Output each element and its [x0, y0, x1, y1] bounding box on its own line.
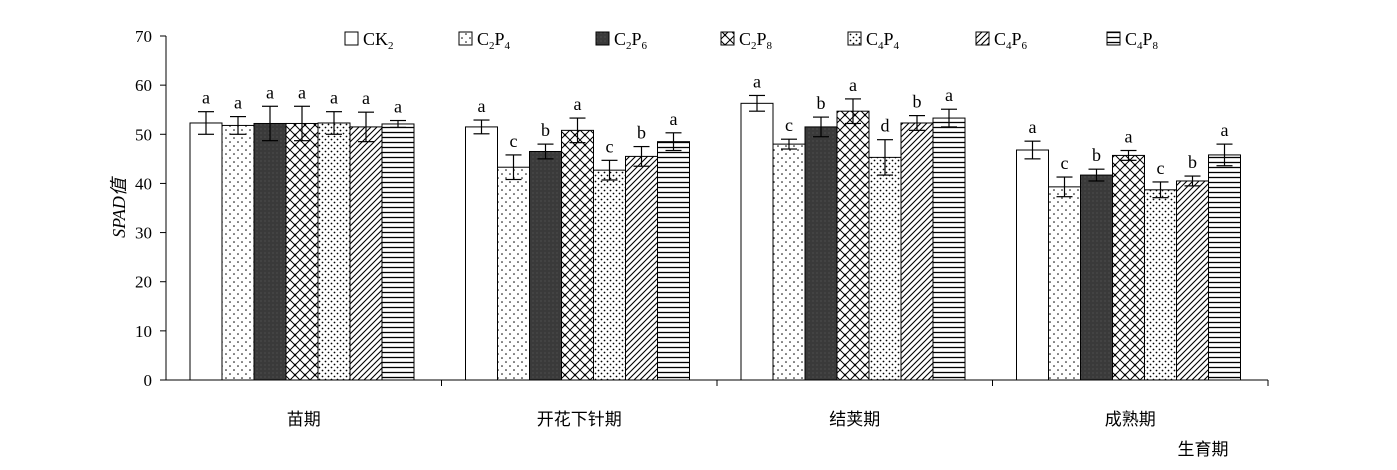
axes: 0 10 20 30 40 50 60 70 苗期 开花下针期 结荚期 成熟期	[135, 27, 1269, 430]
bar	[1112, 154, 1145, 381]
category-label: 开花下针期	[537, 410, 622, 430]
legend-swatch	[720, 31, 735, 46]
legend-label: C2P6	[614, 29, 648, 52]
significance-letter: c	[1061, 153, 1069, 173]
y-tick-label: 70	[135, 27, 152, 46]
significance-letter: b	[1188, 152, 1197, 172]
bar	[285, 122, 319, 381]
y-axis-label: SPAD值	[109, 175, 129, 238]
bar	[381, 123, 415, 381]
bars: a a a a a a a a c b a c b a a c b a d b a a c b a c b a	[189, 71, 1241, 381]
significance-letter: a	[266, 82, 274, 102]
legend-swatch	[344, 31, 359, 46]
bar	[529, 150, 562, 381]
y-tick-label: 10	[135, 322, 152, 341]
bar	[836, 110, 870, 381]
significance-letter: a	[1125, 127, 1133, 147]
legend-label: C2P4	[477, 29, 511, 52]
significance-letter: a	[1029, 117, 1037, 137]
bar	[1208, 154, 1241, 381]
significance-letter: a	[202, 88, 210, 108]
significance-letter: a	[234, 93, 242, 113]
legend-label: CK2	[363, 29, 394, 52]
y-tick-label: 20	[135, 273, 152, 292]
x-axis-label: 生育期	[1178, 440, 1229, 460]
legend-swatch	[595, 31, 610, 46]
legend-swatch	[1106, 31, 1121, 46]
bar	[740, 102, 774, 381]
bar	[593, 169, 626, 381]
legend: CK2 C2P4 C2P6 C2P8 C4P4 C4P6 C4P8	[344, 29, 1159, 52]
significance-letter: a	[753, 71, 761, 91]
y-tick-label: 30	[135, 224, 152, 243]
significance-letter: a	[574, 94, 582, 114]
significance-letter: c	[1157, 158, 1165, 178]
bar	[625, 155, 658, 381]
legend-swatch	[847, 31, 862, 46]
bar	[868, 156, 902, 381]
bar	[349, 126, 383, 381]
category-label: 成熟期	[1105, 409, 1156, 430]
bar	[772, 143, 806, 381]
significance-letter: a	[478, 96, 486, 116]
bar	[561, 129, 594, 381]
legend-label: C2P8	[739, 29, 773, 52]
legend-swatch	[975, 31, 990, 46]
significance-letter: a	[330, 88, 338, 108]
bar	[1176, 180, 1209, 381]
legend-label: C4P4	[866, 29, 900, 52]
bar	[1144, 189, 1177, 381]
y-tick-label: 0	[144, 371, 153, 390]
significance-letter: c	[785, 115, 793, 135]
significance-letter: a	[362, 88, 370, 108]
bar	[497, 166, 530, 381]
legend-label: C4P8	[1125, 29, 1159, 52]
significance-letter: d	[881, 116, 890, 136]
bar	[1080, 174, 1113, 381]
bar	[804, 126, 838, 381]
bar	[221, 124, 255, 381]
bar	[932, 117, 966, 381]
significance-letter: a	[849, 75, 857, 95]
y-tick-label: 40	[135, 174, 152, 193]
bar	[317, 122, 351, 381]
significance-letter: b	[541, 120, 550, 140]
bar	[900, 122, 934, 381]
category-label: 结荚期	[829, 410, 880, 430]
significance-letter: a	[670, 109, 678, 129]
category-label: 苗期	[287, 410, 321, 430]
bar	[657, 141, 690, 381]
y-tick-label: 60	[135, 76, 152, 95]
bar	[253, 122, 287, 381]
bar	[1016, 149, 1049, 381]
significance-letter: c	[606, 136, 614, 156]
bar	[189, 122, 223, 381]
significance-letter: a	[298, 82, 306, 102]
legend-swatch	[458, 31, 473, 46]
significance-letter: c	[510, 131, 518, 151]
legend-label: C4P6	[994, 29, 1028, 52]
significance-letter: a	[1221, 120, 1229, 140]
significance-letter: b	[1092, 145, 1101, 165]
significance-letter: b	[913, 92, 922, 112]
significance-letter: b	[817, 93, 826, 113]
bar	[465, 126, 498, 381]
y-tick-label: 50	[135, 125, 152, 144]
bar	[1048, 186, 1081, 381]
significance-letter: a	[945, 85, 953, 105]
significance-letter: a	[394, 97, 402, 117]
significance-letter: b	[637, 123, 646, 143]
